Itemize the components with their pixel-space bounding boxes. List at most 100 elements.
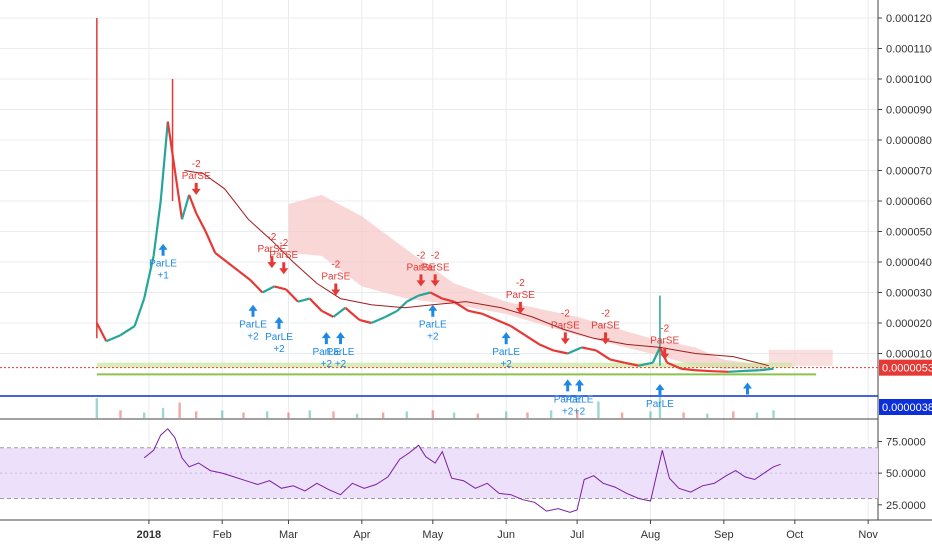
price-segment[interactable]	[681, 367, 696, 372]
strategy-signals[interactable]: -2ParSE-2ParSE-2ParSE-2ParSE-2ParSE-2Par…	[149, 159, 752, 418]
price-segment[interactable]	[344, 306, 361, 321]
rsi-line[interactable]	[143, 428, 781, 513]
price-segment[interactable]	[442, 297, 455, 303]
signal-label: ParSE	[321, 272, 350, 283]
price-segment[interactable]	[638, 361, 654, 367]
price-segment[interactable]	[159, 121, 169, 202]
price-segment[interactable]	[624, 361, 639, 367]
y-tick-label: 0.00008000	[886, 135, 932, 147]
price-segment[interactable]	[274, 285, 287, 291]
price-segment[interactable]	[695, 369, 713, 373]
volume-bar	[265, 411, 269, 418]
signal-qty: +2	[427, 332, 439, 343]
price-segment[interactable]	[285, 288, 299, 303]
price-segment[interactable]	[384, 309, 398, 318]
price-segment[interactable]	[524, 334, 540, 346]
price-segment[interactable]	[370, 315, 386, 325]
badge-label: 0.00000535	[882, 363, 932, 375]
price-segment[interactable]	[538, 343, 554, 352]
price-segment[interactable]	[297, 297, 311, 303]
price-segment[interactable]	[759, 367, 774, 372]
long-signal[interactable]: ParLE+2	[265, 316, 293, 355]
price-segment[interactable]	[332, 306, 346, 318]
price-segment[interactable]	[728, 369, 746, 373]
long-signal[interactable]: ParLE+2	[419, 304, 447, 343]
price-segment[interactable]	[567, 346, 583, 355]
price-segment[interactable]	[553, 349, 568, 355]
price-segment[interactable]	[95, 322, 108, 342]
price-segment[interactable]	[651, 346, 661, 364]
price-segment[interactable]	[453, 300, 469, 312]
price-segment[interactable]	[666, 361, 682, 370]
signal-qty: -2	[279, 238, 288, 249]
price-segment[interactable]	[119, 325, 136, 337]
price-segment[interactable]	[133, 298, 146, 327]
x-tick-label: 2018	[137, 529, 161, 541]
price-segment[interactable]	[610, 358, 625, 364]
price-segment[interactable]	[581, 346, 597, 352]
long-signal[interactable]: ParLE+2	[554, 379, 582, 417]
price-segment[interactable]	[418, 291, 431, 297]
volume-bar	[658, 397, 662, 418]
price-segment[interactable]	[226, 261, 240, 273]
price-series[interactable]	[95, 18, 774, 373]
price-segment[interactable]	[711, 370, 729, 373]
long-signal[interactable]: ParLE+1	[149, 243, 177, 282]
price-segment[interactable]	[249, 279, 264, 294]
arrow-up-icon	[158, 243, 168, 256]
long-signal[interactable]: ParLE	[646, 384, 674, 410]
volume-bar	[772, 410, 775, 418]
long-signal[interactable]: ParLE+2	[312, 332, 341, 370]
price-segment[interactable]	[321, 309, 334, 318]
rsi-pane[interactable]	[0, 428, 878, 513]
long-signal[interactable]	[743, 382, 752, 395]
badge-bg	[879, 359, 932, 376]
arrow-down-icon	[279, 262, 289, 275]
long-signal[interactable]: ParLE+2	[492, 332, 520, 370]
price-segment[interactable]	[396, 300, 408, 312]
volume-bar	[119, 410, 122, 418]
price-segment[interactable]	[496, 318, 512, 328]
signal-label: ParSE	[650, 336, 679, 347]
signal-label: ParLE	[492, 347, 520, 358]
trailing-stop-line	[184, 170, 769, 367]
price-segment[interactable]	[238, 270, 252, 282]
price-segment[interactable]	[195, 212, 207, 233]
price-segment[interactable]	[105, 334, 121, 343]
price-segment[interactable]	[429, 291, 443, 300]
long-signal[interactable]: ParLE+2	[239, 304, 267, 343]
price-segment[interactable]	[595, 349, 611, 361]
price-segment[interactable]	[482, 312, 498, 321]
price-segment[interactable]	[188, 194, 198, 214]
price-segment[interactable]	[468, 309, 483, 315]
price-segment[interactable]	[166, 121, 176, 171]
price-segment[interactable]	[143, 255, 155, 299]
price-segment[interactable]	[180, 194, 191, 220]
price-segment[interactable]	[406, 294, 420, 303]
price-segment[interactable]	[510, 325, 526, 337]
volume-bar	[242, 412, 245, 418]
long-signal[interactable]: ParLE+2	[327, 332, 355, 370]
price-segment[interactable]	[152, 200, 162, 257]
long-signal[interactable]: ParLE+2	[566, 379, 594, 417]
price-segment[interactable]	[359, 318, 372, 325]
price-segment[interactable]	[308, 297, 323, 312]
price-segment[interactable]	[261, 285, 275, 294]
signal-qty: +2	[321, 359, 333, 370]
volume-bar	[755, 412, 759, 418]
price-segment[interactable]	[745, 369, 760, 372]
price-segment[interactable]	[214, 251, 228, 263]
price-segment[interactable]	[173, 170, 184, 220]
price-segment[interactable]	[204, 231, 217, 254]
